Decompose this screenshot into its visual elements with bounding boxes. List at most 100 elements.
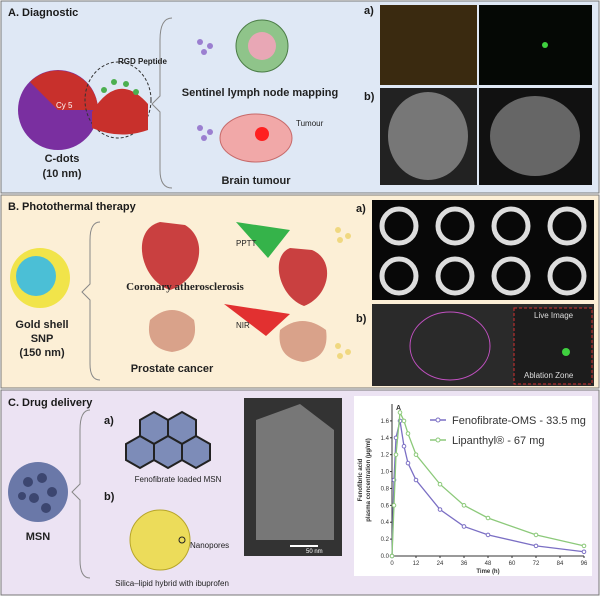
particle-size: (150 nm) bbox=[19, 347, 65, 359]
prostate-outline bbox=[409, 311, 491, 381]
series-point bbox=[389, 553, 395, 559]
x-axis-label: Time (h) bbox=[476, 569, 499, 575]
inset bbox=[513, 307, 593, 385]
y-tick-label: 0.6 bbox=[381, 503, 390, 509]
image-label: b) bbox=[356, 313, 367, 325]
application-label: Coronary atherosclerosis bbox=[126, 281, 244, 293]
y-tick-label: 0.0 bbox=[381, 554, 390, 560]
panel-title: A. Diagnostic bbox=[8, 7, 78, 19]
lymph-node-core bbox=[248, 32, 276, 60]
fluorescence-image bbox=[479, 5, 592, 85]
item-label: a) bbox=[104, 415, 114, 427]
particle-name: C-dots bbox=[45, 153, 80, 165]
series-point bbox=[533, 543, 539, 549]
y-tick-label: 1.6 bbox=[381, 419, 390, 425]
heart bbox=[278, 248, 328, 306]
y-tick-label: 1.4 bbox=[381, 436, 390, 442]
dots bbox=[335, 227, 351, 359]
y-tick-label: 0.8 bbox=[381, 486, 390, 492]
series-point bbox=[401, 418, 407, 424]
series-line bbox=[391, 420, 585, 557]
prostate bbox=[148, 310, 196, 352]
silica-core bbox=[16, 256, 56, 296]
msn-pores bbox=[18, 473, 57, 513]
x-tick-label: 72 bbox=[533, 561, 540, 567]
series-point bbox=[393, 452, 399, 457]
y-axis-label: Fenofibric acid bbox=[358, 458, 364, 501]
silica-lipid-particle bbox=[129, 509, 191, 571]
nanopore bbox=[178, 536, 186, 544]
x-tick-label: 96 bbox=[581, 561, 588, 567]
legend-label: Lipanthyl® - 67 mg bbox=[452, 435, 545, 447]
series-point bbox=[581, 543, 587, 549]
scale-bar-label: 50 nm bbox=[306, 549, 323, 555]
ivus-images bbox=[372, 200, 594, 300]
inset-label: Live Image bbox=[534, 311, 574, 320]
y-axis-label: plasma concentration (µg/ml) bbox=[366, 438, 372, 521]
mri-brain bbox=[388, 92, 468, 180]
series-point bbox=[461, 524, 467, 529]
legend-marker bbox=[435, 417, 441, 423]
series-point bbox=[437, 481, 443, 487]
x-tick-label: 12 bbox=[413, 561, 420, 567]
series-point bbox=[461, 503, 467, 508]
mri-brain bbox=[490, 96, 580, 176]
series-line bbox=[391, 410, 585, 557]
dye-label: Cy 5 bbox=[56, 101, 73, 110]
series-point bbox=[405, 460, 411, 466]
panel-title: B. Photothermal therapy bbox=[8, 201, 137, 213]
ablation-spot bbox=[562, 348, 570, 356]
series-point bbox=[437, 507, 443, 512]
x-tick-label: 0 bbox=[390, 561, 394, 567]
fluorescence-spot bbox=[542, 42, 548, 48]
image-label: a) bbox=[364, 5, 374, 17]
x-tick-label: 36 bbox=[461, 561, 468, 567]
series-point bbox=[405, 431, 411, 436]
image-label: a) bbox=[356, 203, 366, 215]
surgery-image bbox=[380, 5, 477, 85]
item-label: b) bbox=[104, 491, 115, 503]
series-point bbox=[391, 503, 397, 508]
y-tick-label: 0.2 bbox=[381, 537, 390, 543]
peptide-label: RGD Peptide bbox=[118, 57, 167, 66]
legend-label: Fenofibrate-OMS - 33.5 mg bbox=[452, 415, 586, 427]
y-tick-label: 1.0 bbox=[381, 470, 390, 476]
legend-marker bbox=[435, 437, 441, 443]
zoom-surface bbox=[92, 88, 148, 135]
y-tick-label: 1.2 bbox=[381, 453, 390, 459]
series-point bbox=[485, 515, 491, 521]
application-label: Sentinel lymph node mapping bbox=[182, 87, 338, 99]
zoom-circle bbox=[84, 61, 152, 139]
brace bbox=[71, 409, 91, 579]
panel-label: A bbox=[396, 405, 401, 412]
prostate bbox=[279, 321, 327, 362]
particle-size: (10 nm) bbox=[42, 168, 81, 180]
tumour-label: Tumour bbox=[296, 119, 324, 128]
panel-title: C. Drug delivery bbox=[8, 397, 93, 409]
heart bbox=[141, 222, 200, 290]
ppt-beam bbox=[236, 222, 290, 258]
nanopores-label: Nanopores bbox=[190, 541, 229, 550]
series-point bbox=[533, 532, 539, 538]
y-tick-label: 0.4 bbox=[381, 520, 390, 526]
x-tick-label: 60 bbox=[509, 561, 516, 567]
ivus-rings bbox=[379, 206, 587, 296]
particle-name: Gold shell bbox=[15, 319, 68, 331]
tumour bbox=[255, 127, 269, 141]
msn bbox=[8, 462, 68, 522]
hexagon-array bbox=[125, 410, 211, 470]
x-tick-label: 84 bbox=[557, 561, 564, 567]
inset-label: Ablation Zone bbox=[524, 371, 574, 380]
treatment-label: PPTT bbox=[236, 239, 257, 248]
application-label: Prostate cancer bbox=[131, 363, 214, 375]
tem-particle bbox=[256, 404, 334, 540]
peptides bbox=[101, 79, 139, 95]
particle-name: MSN bbox=[26, 531, 51, 543]
treatment-label: NIR bbox=[236, 321, 250, 330]
brace bbox=[151, 17, 173, 189]
chart: 0.0 0.2 0.4 0.6 0.8 1.0 1.2 1.4 1.6 0 12 24 36 48 60 72… bbox=[358, 404, 588, 575]
series-point bbox=[413, 452, 419, 457]
item-caption: Silica–lipid hybrid with ibuprofen bbox=[115, 579, 229, 588]
application-label: Brain tumour bbox=[221, 175, 291, 187]
